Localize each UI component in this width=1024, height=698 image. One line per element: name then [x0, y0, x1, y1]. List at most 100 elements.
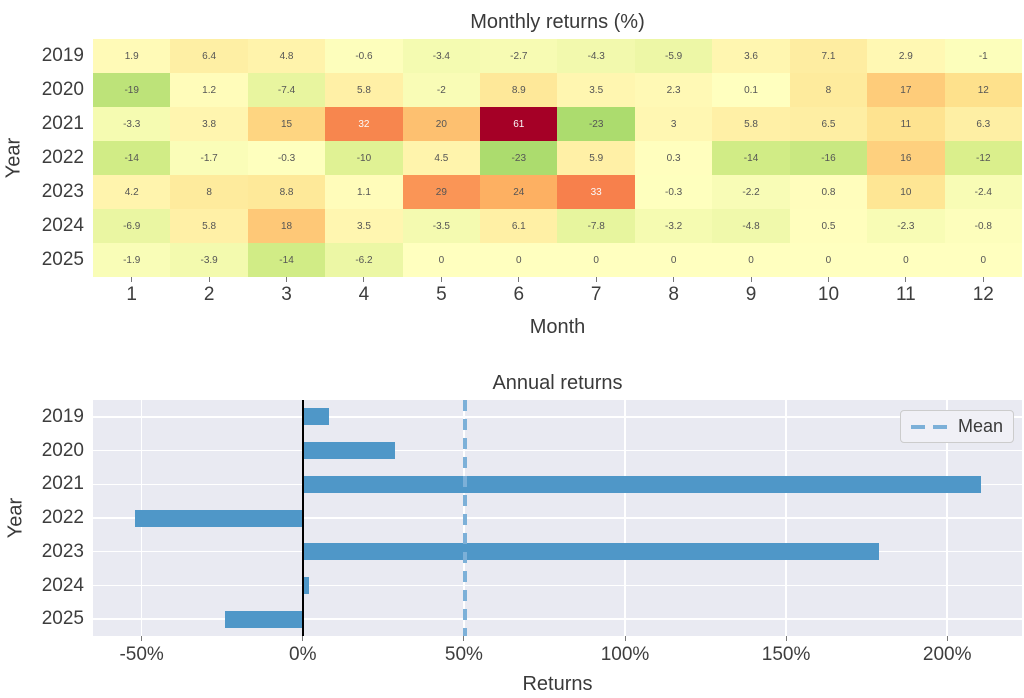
barchart-xlabel: Returns — [522, 673, 593, 695]
heatmap-cell: -14 — [247, 243, 326, 277]
heatmap-cell: 20 — [402, 107, 481, 141]
grid-line-horizontal — [93, 584, 1022, 587]
barchart-ytick-label: 2023 — [41, 540, 84, 562]
heatmap-xtick-mark — [982, 277, 984, 282]
heatmap-cell: 29 — [402, 175, 481, 209]
heatmap-cell: -0.3 — [247, 141, 326, 175]
barchart-xtick-mark — [302, 636, 304, 641]
heatmap-xtick-mark — [595, 277, 597, 282]
mean-line — [462, 400, 467, 636]
heatmap-cell: -14 — [93, 141, 171, 175]
heatmap-cell: 8.8 — [247, 175, 326, 209]
heatmap-xtick-mark — [440, 277, 442, 282]
barchart-ytick-label: 2019 — [41, 406, 84, 427]
heatmap-cell: 0 — [557, 243, 635, 277]
heatmap-cell: 1.2 — [170, 73, 248, 107]
heatmap-xlabel: Month — [529, 316, 586, 338]
heatmap-xtick-label: 12 — [972, 284, 994, 305]
heatmap-cell: -3.3 — [93, 107, 171, 141]
heatmap-cell: 0 — [634, 243, 713, 277]
barchart-xtick-label: 200% — [922, 644, 972, 665]
heatmap-xtick-label: 6 — [513, 284, 525, 305]
grid-line-horizontal — [93, 517, 1022, 519]
heatmap-xtick-label: 7 — [590, 284, 602, 305]
heatmap-cell: -1.7 — [170, 141, 248, 175]
heatmap-cell: -0.3 — [634, 175, 713, 209]
heatmap-cell: -2.7 — [480, 39, 558, 73]
heatmap-xtick-mark — [363, 277, 365, 282]
heatmap-cell: 0 — [944, 243, 1022, 277]
heatmap-cell: 0 — [402, 243, 481, 277]
heatmap-cell: 17 — [867, 73, 945, 107]
heatmap-cell: -23 — [480, 141, 558, 175]
heatmap-xtick-label: 2 — [203, 284, 215, 305]
heatmap-cell: -4.8 — [712, 209, 790, 243]
heatmap-cell: 0 — [867, 243, 945, 277]
legend: Mean — [899, 410, 1014, 443]
heatmap-cell: -3.2 — [634, 209, 713, 243]
heatmap-cell: 7.1 — [789, 39, 868, 73]
bar — [302, 576, 309, 594]
heatmap-cell: -4.3 — [557, 39, 635, 73]
heatmap-xtick-mark — [673, 277, 675, 282]
heatmap-ytick-label: 2024 — [41, 215, 84, 236]
heatmap-cell: -23 — [557, 107, 635, 141]
heatmap-cell: 5.8 — [325, 73, 403, 107]
barchart-xtick-mark — [463, 636, 465, 641]
heatmap-xtick-label: 9 — [745, 284, 757, 305]
heatmap-cell: 2.3 — [634, 73, 713, 107]
barchart-ytick-label: 2022 — [41, 507, 84, 529]
heatmap-cell: 6.5 — [789, 107, 868, 141]
heatmap-ylabel: Year — [2, 137, 25, 179]
zero-line — [301, 400, 305, 636]
heatmap-xtick-label: 10 — [817, 284, 840, 305]
heatmap-cell: 0 — [480, 243, 558, 277]
heatmap-cell: -6.9 — [93, 209, 171, 243]
heatmap-cell: 4.5 — [402, 141, 481, 175]
heatmap-cell: 3 — [634, 107, 713, 141]
bar — [302, 442, 395, 460]
heatmap-cell: -6.2 — [325, 243, 403, 277]
heatmap-xtick-label: 1 — [126, 284, 137, 305]
heatmap-cell: 61 — [480, 107, 558, 141]
barchart-xtick-label: 50% — [444, 644, 483, 665]
heatmap-cell: 3.8 — [170, 107, 248, 141]
heatmap-ytick-label: 2025 — [41, 249, 84, 270]
heatmap-cell: -0.6 — [325, 39, 403, 73]
bar — [302, 543, 880, 561]
heatmap-cell: -2 — [402, 73, 481, 107]
heatmap-cell: 6.3 — [944, 107, 1022, 141]
heatmap-cell: -3.9 — [170, 243, 248, 277]
heatmap-xtick-mark — [905, 277, 907, 282]
heatmap-cell: -1.9 — [93, 243, 171, 277]
heatmap-cell: 8.9 — [480, 73, 558, 107]
heatmap-cell: 0.3 — [634, 141, 713, 175]
heatmap-ytick-label: 2022 — [41, 147, 84, 168]
heatmap-cell: -0.8 — [944, 209, 1022, 243]
heatmap-cell: 1.9 — [93, 39, 171, 73]
legend-label: Mean — [957, 416, 1003, 436]
heatmap-cell: 33 — [557, 175, 635, 209]
heatmap-cell: -16 — [789, 141, 868, 175]
heatmap-cell: -2.4 — [944, 175, 1022, 209]
heatmap-ytick-label: 2019 — [41, 45, 84, 66]
grid-line-horizontal — [93, 449, 1022, 452]
heatmap-cell: -5.9 — [634, 39, 713, 73]
heatmap-xtick-label: 5 — [436, 284, 447, 305]
barchart-xtick-mark — [946, 636, 948, 641]
heatmap-cell: -19 — [93, 73, 171, 107]
barchart-xtick-mark — [785, 636, 787, 641]
heatmap-cell: -10 — [325, 141, 403, 175]
heatmap-cell: 32 — [325, 107, 403, 141]
heatmap-title: Monthly returns (%) — [470, 11, 645, 33]
heatmap-cell: 24 — [480, 175, 558, 209]
heatmap-xtick-mark — [750, 277, 752, 282]
heatmap-xtick-mark — [827, 277, 829, 282]
heatmap-cell: -3.5 — [402, 209, 481, 243]
heatmap-xtick-mark — [131, 277, 133, 282]
heatmap-xtick-mark — [286, 277, 288, 282]
barchart-ytick-label: 2021 — [41, 473, 84, 495]
barchart-ytick-label: 2020 — [41, 439, 84, 461]
heatmap-cell: 0.8 — [789, 175, 868, 209]
barchart-xtick-label: -50% — [119, 644, 164, 665]
